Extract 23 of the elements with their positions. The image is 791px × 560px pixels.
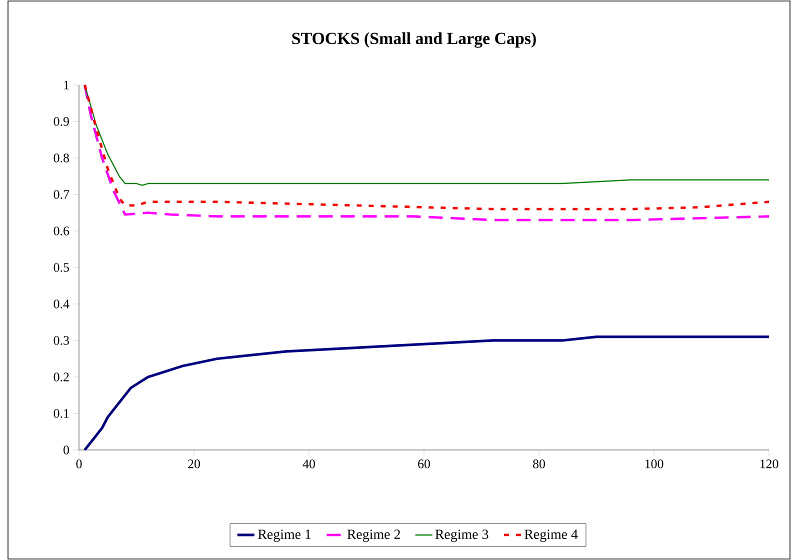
x-tick-label: 20	[188, 460, 200, 468]
y-tick-label: 0.6	[54, 226, 70, 236]
x-tick-label: 0	[76, 460, 82, 468]
legend-label: Regime 2	[347, 530, 400, 542]
x-tick-label: 100	[645, 460, 664, 468]
y-tick-label: 0.5	[54, 263, 69, 272]
y-tick-label: 0	[64, 446, 69, 454]
legend-label: Regime 1	[258, 530, 311, 542]
x-tick-label: 80	[533, 460, 545, 468]
x-tick-label: 60	[418, 460, 430, 468]
x-tick-label: 40	[302, 460, 315, 468]
x-tick-label: 120	[760, 460, 778, 468]
y-tick-label: 0.8	[54, 154, 69, 162]
y-tick-label: 0.4	[54, 300, 70, 308]
y-tick-label: 1	[64, 80, 69, 90]
y-tick-label: 0.1	[54, 409, 69, 418]
y-tick-label: 0.2	[54, 372, 69, 382]
legend-label: Regime 4	[524, 530, 578, 542]
y-tick-label: 0.7	[54, 190, 70, 199]
y-tick-label: 0.3	[54, 336, 69, 345]
legend-label: Regime 3	[435, 530, 488, 542]
chart-title: STOCKS (Small and Large Caps)	[292, 32, 536, 48]
y-tick-label: 0.9	[54, 117, 69, 126]
